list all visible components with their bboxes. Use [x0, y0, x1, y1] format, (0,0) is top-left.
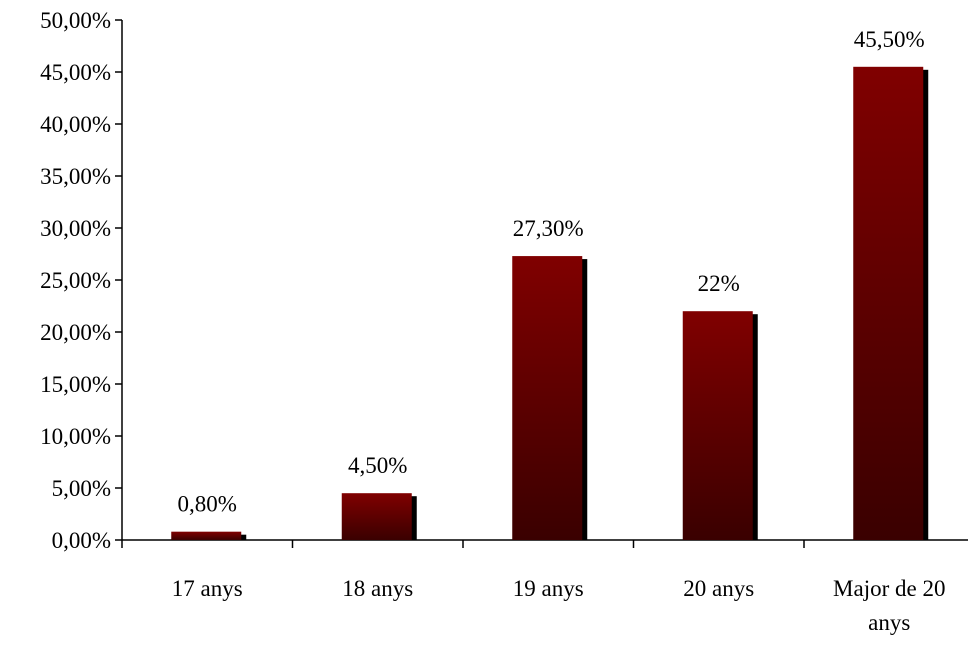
- category-label: 19 anys: [513, 576, 584, 601]
- y-tick-label: 45,00%: [40, 60, 111, 85]
- bars-group: [171, 66, 929, 541]
- y-tick-label: 30,00%: [40, 216, 111, 241]
- bar: [853, 66, 924, 541]
- category-label: 18 anys: [342, 576, 413, 601]
- category-label: 20 anys: [683, 576, 754, 601]
- y-tick-label: 40,00%: [40, 112, 111, 137]
- data-label: 27,30%: [513, 216, 584, 241]
- data-label: 0,80%: [178, 492, 237, 517]
- bar: [682, 311, 753, 540]
- data-label: 4,50%: [348, 453, 407, 478]
- data-label: 45,50%: [854, 27, 925, 52]
- category-label: Major de 20: [833, 576, 945, 601]
- y-tick-label: 35,00%: [40, 164, 111, 189]
- category-label: anys: [868, 610, 910, 635]
- y-axis: 0,00% 5,00% 10,00% 15,00% 20,00% 25,00% 30,00%…: [40, 8, 123, 553]
- y-tick-label: 5,00%: [52, 476, 111, 501]
- y-tick-label: 25,00%: [40, 268, 111, 293]
- category-label: 17 anys: [172, 576, 243, 601]
- bar: [341, 493, 412, 540]
- bar: [171, 531, 242, 540]
- data-labels-group: 0,80% 4,50% 27,30% 22% 45,50%: [178, 27, 925, 517]
- y-tick-label: 15,00%: [40, 372, 111, 397]
- data-label: 22%: [698, 271, 740, 296]
- y-tick-label: 50,00%: [40, 8, 111, 33]
- y-tick-label: 20,00%: [40, 320, 111, 345]
- y-tick-label: 0,00%: [52, 528, 111, 553]
- x-axis: 17 anys 18 anys 19 anys 20 anys Major de 20 a…: [121, 539, 968, 635]
- bar: [512, 256, 583, 540]
- y-tick-label: 10,00%: [40, 424, 111, 449]
